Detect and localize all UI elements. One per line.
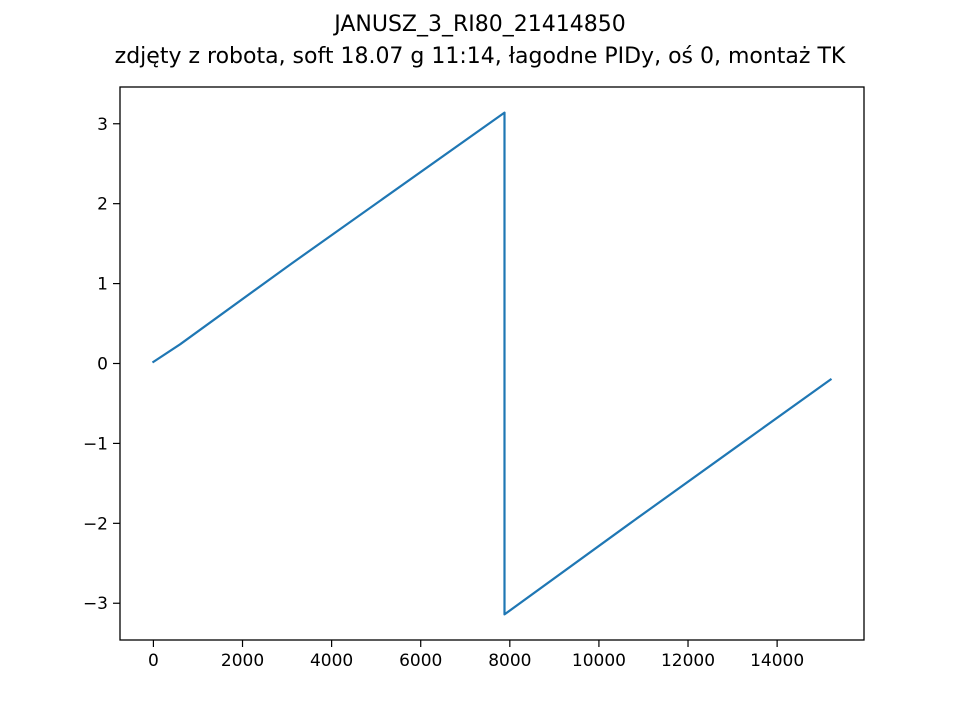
x-tick-label: 12000 bbox=[661, 651, 715, 671]
ticks-layer: 0 2000 4000 6000 8000 10000 12000 14000 −3 −2 −1 0 1… bbox=[83, 115, 804, 671]
y-tick-label: −2 bbox=[83, 514, 108, 534]
y-tick-label: −3 bbox=[83, 594, 108, 614]
x-tick-label: 14000 bbox=[750, 651, 804, 671]
y-tick-label: 0 bbox=[97, 355, 108, 375]
y-tick-label: 1 bbox=[97, 275, 108, 295]
y-tick-label: 2 bbox=[97, 195, 108, 215]
x-tick-label: 4000 bbox=[310, 651, 353, 671]
series-layer bbox=[151, 111, 833, 616]
series-line-0 bbox=[151, 111, 833, 616]
y-tick-label: −1 bbox=[83, 434, 108, 454]
chart-subtitle: zdjęty z robota, soft 18.07 g 11:14, łag… bbox=[115, 44, 846, 69]
plot-frame bbox=[119, 86, 865, 641]
y-tick-label: 3 bbox=[97, 115, 108, 135]
x-tick-label: 10000 bbox=[572, 651, 626, 671]
x-tick-label: 8000 bbox=[488, 651, 531, 671]
x-tick-label: 6000 bbox=[399, 651, 442, 671]
x-tick-label: 0 bbox=[148, 651, 159, 671]
x-tick-label: 2000 bbox=[221, 651, 264, 671]
chart-title: JANUSZ_3_RI80_21414850 bbox=[332, 12, 626, 37]
